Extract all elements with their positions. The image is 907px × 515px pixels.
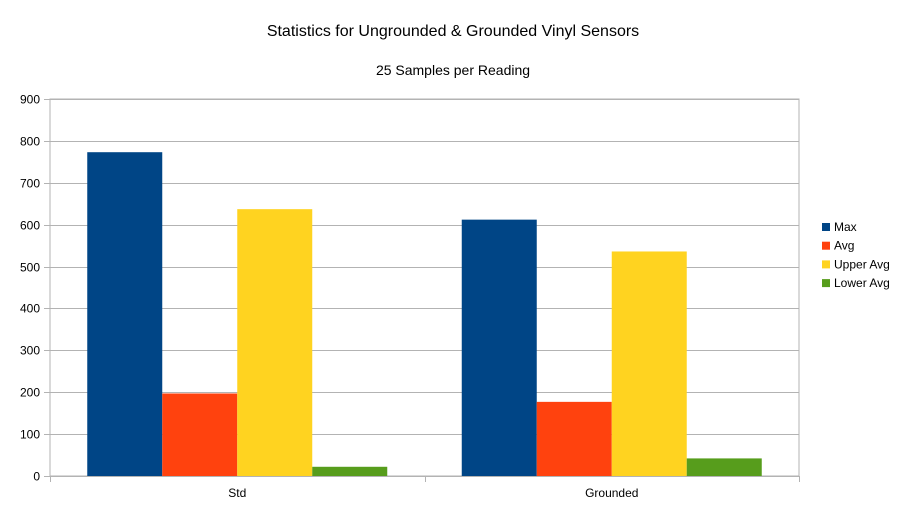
bar-upper-avg-grounded xyxy=(611,251,687,476)
chart-subtitle: 25 Samples per Reading xyxy=(376,62,530,78)
y-tick-label: 700 xyxy=(20,177,40,191)
x-category-label: Std xyxy=(228,486,246,500)
bar-avg-std xyxy=(162,393,238,476)
legend: Max Avg Upper Avg Lower Avg xyxy=(822,220,890,290)
y-tick-label: 600 xyxy=(20,219,40,233)
legend-swatch xyxy=(822,241,830,250)
y-tick-label: 500 xyxy=(20,261,40,275)
y-tick-label: 900 xyxy=(20,93,40,107)
legend-swatch xyxy=(822,260,830,269)
legend-label: Lower Avg xyxy=(834,276,890,290)
legend-swatch xyxy=(822,279,830,288)
y-tick-label: 400 xyxy=(20,302,40,316)
legend-label: Avg xyxy=(834,239,854,253)
chart-title: Statistics for Ungrounded & Grounded Vin… xyxy=(267,23,639,40)
bar-max-std xyxy=(87,152,163,476)
legend-swatch xyxy=(822,223,830,231)
bar-max-grounded xyxy=(461,219,537,476)
y-tick-label: 0 xyxy=(33,470,40,484)
legend-label: Max xyxy=(834,220,857,234)
y-tick-label: 100 xyxy=(20,428,40,442)
y-tick-label: 800 xyxy=(20,135,40,149)
bar-lower-avg-grounded xyxy=(686,458,762,476)
bar-avg-grounded xyxy=(536,401,612,476)
legend-label: Upper Avg xyxy=(834,257,890,271)
x-category-label: Grounded xyxy=(585,486,638,500)
bar-lower-avg-std xyxy=(312,466,388,476)
y-tick-label: 200 xyxy=(20,386,40,400)
y-tick-label: 300 xyxy=(20,344,40,358)
plot-area: 0 100 200 300 400 500 600 700 800 900 Std Grounded xyxy=(20,93,800,500)
bar-upper-avg-std xyxy=(237,209,313,476)
